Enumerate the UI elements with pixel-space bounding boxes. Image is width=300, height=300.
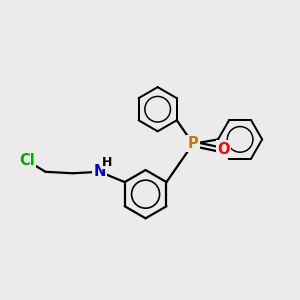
- Text: O: O: [217, 142, 230, 157]
- Text: N: N: [94, 164, 106, 179]
- Text: H: H: [102, 156, 112, 169]
- Text: P: P: [188, 136, 198, 151]
- Text: Cl: Cl: [19, 152, 35, 167]
